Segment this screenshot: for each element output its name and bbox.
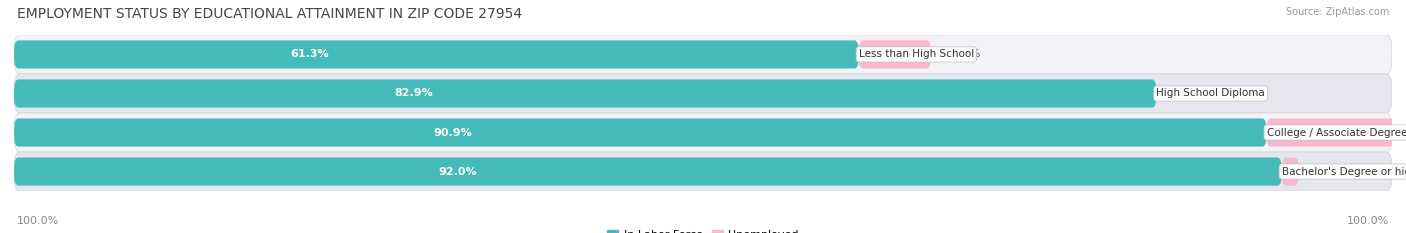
Text: 0.0%: 0.0% bbox=[1177, 89, 1205, 99]
Text: College / Associate Degree: College / Associate Degree bbox=[1267, 127, 1406, 137]
FancyBboxPatch shape bbox=[14, 113, 1392, 152]
Text: EMPLOYMENT STATUS BY EDUCATIONAL ATTAINMENT IN ZIP CODE 27954: EMPLOYMENT STATUS BY EDUCATIONAL ATTAINM… bbox=[17, 7, 522, 21]
Text: 92.0%: 92.0% bbox=[439, 167, 477, 177]
Text: Less than High School: Less than High School bbox=[859, 49, 974, 59]
Text: 82.9%: 82.9% bbox=[395, 89, 433, 99]
Text: 100.0%: 100.0% bbox=[1347, 216, 1389, 226]
Text: 61.3%: 61.3% bbox=[291, 49, 329, 59]
Text: Bachelor's Degree or higher: Bachelor's Degree or higher bbox=[1282, 167, 1406, 177]
FancyBboxPatch shape bbox=[14, 74, 1392, 113]
FancyBboxPatch shape bbox=[14, 79, 1156, 108]
FancyBboxPatch shape bbox=[14, 152, 1392, 191]
Text: 90.9%: 90.9% bbox=[433, 127, 472, 137]
Legend: In Labor Force, Unemployed: In Labor Force, Unemployed bbox=[603, 226, 803, 233]
FancyBboxPatch shape bbox=[14, 40, 859, 69]
FancyBboxPatch shape bbox=[14, 158, 1282, 186]
FancyBboxPatch shape bbox=[859, 40, 931, 69]
FancyBboxPatch shape bbox=[1282, 158, 1299, 186]
FancyBboxPatch shape bbox=[1267, 118, 1406, 147]
FancyBboxPatch shape bbox=[14, 118, 1267, 147]
Text: 0.5%: 0.5% bbox=[1320, 167, 1348, 177]
Text: 2.1%: 2.1% bbox=[952, 49, 980, 59]
Text: High School Diploma: High School Diploma bbox=[1156, 89, 1265, 99]
Text: Source: ZipAtlas.com: Source: ZipAtlas.com bbox=[1285, 7, 1389, 17]
FancyBboxPatch shape bbox=[14, 35, 1392, 74]
Text: 100.0%: 100.0% bbox=[17, 216, 59, 226]
